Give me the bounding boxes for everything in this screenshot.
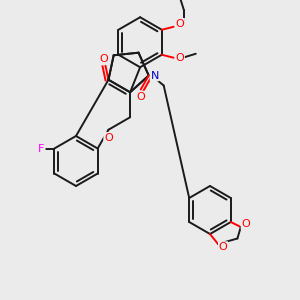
Text: O: O [99, 54, 108, 64]
Text: F: F [38, 143, 44, 154]
Text: N: N [151, 70, 159, 80]
Text: O: O [176, 19, 184, 29]
Text: O: O [176, 53, 184, 63]
Text: O: O [104, 133, 113, 143]
Text: O: O [219, 242, 227, 252]
Text: O: O [242, 219, 250, 229]
Text: O: O [136, 92, 145, 101]
